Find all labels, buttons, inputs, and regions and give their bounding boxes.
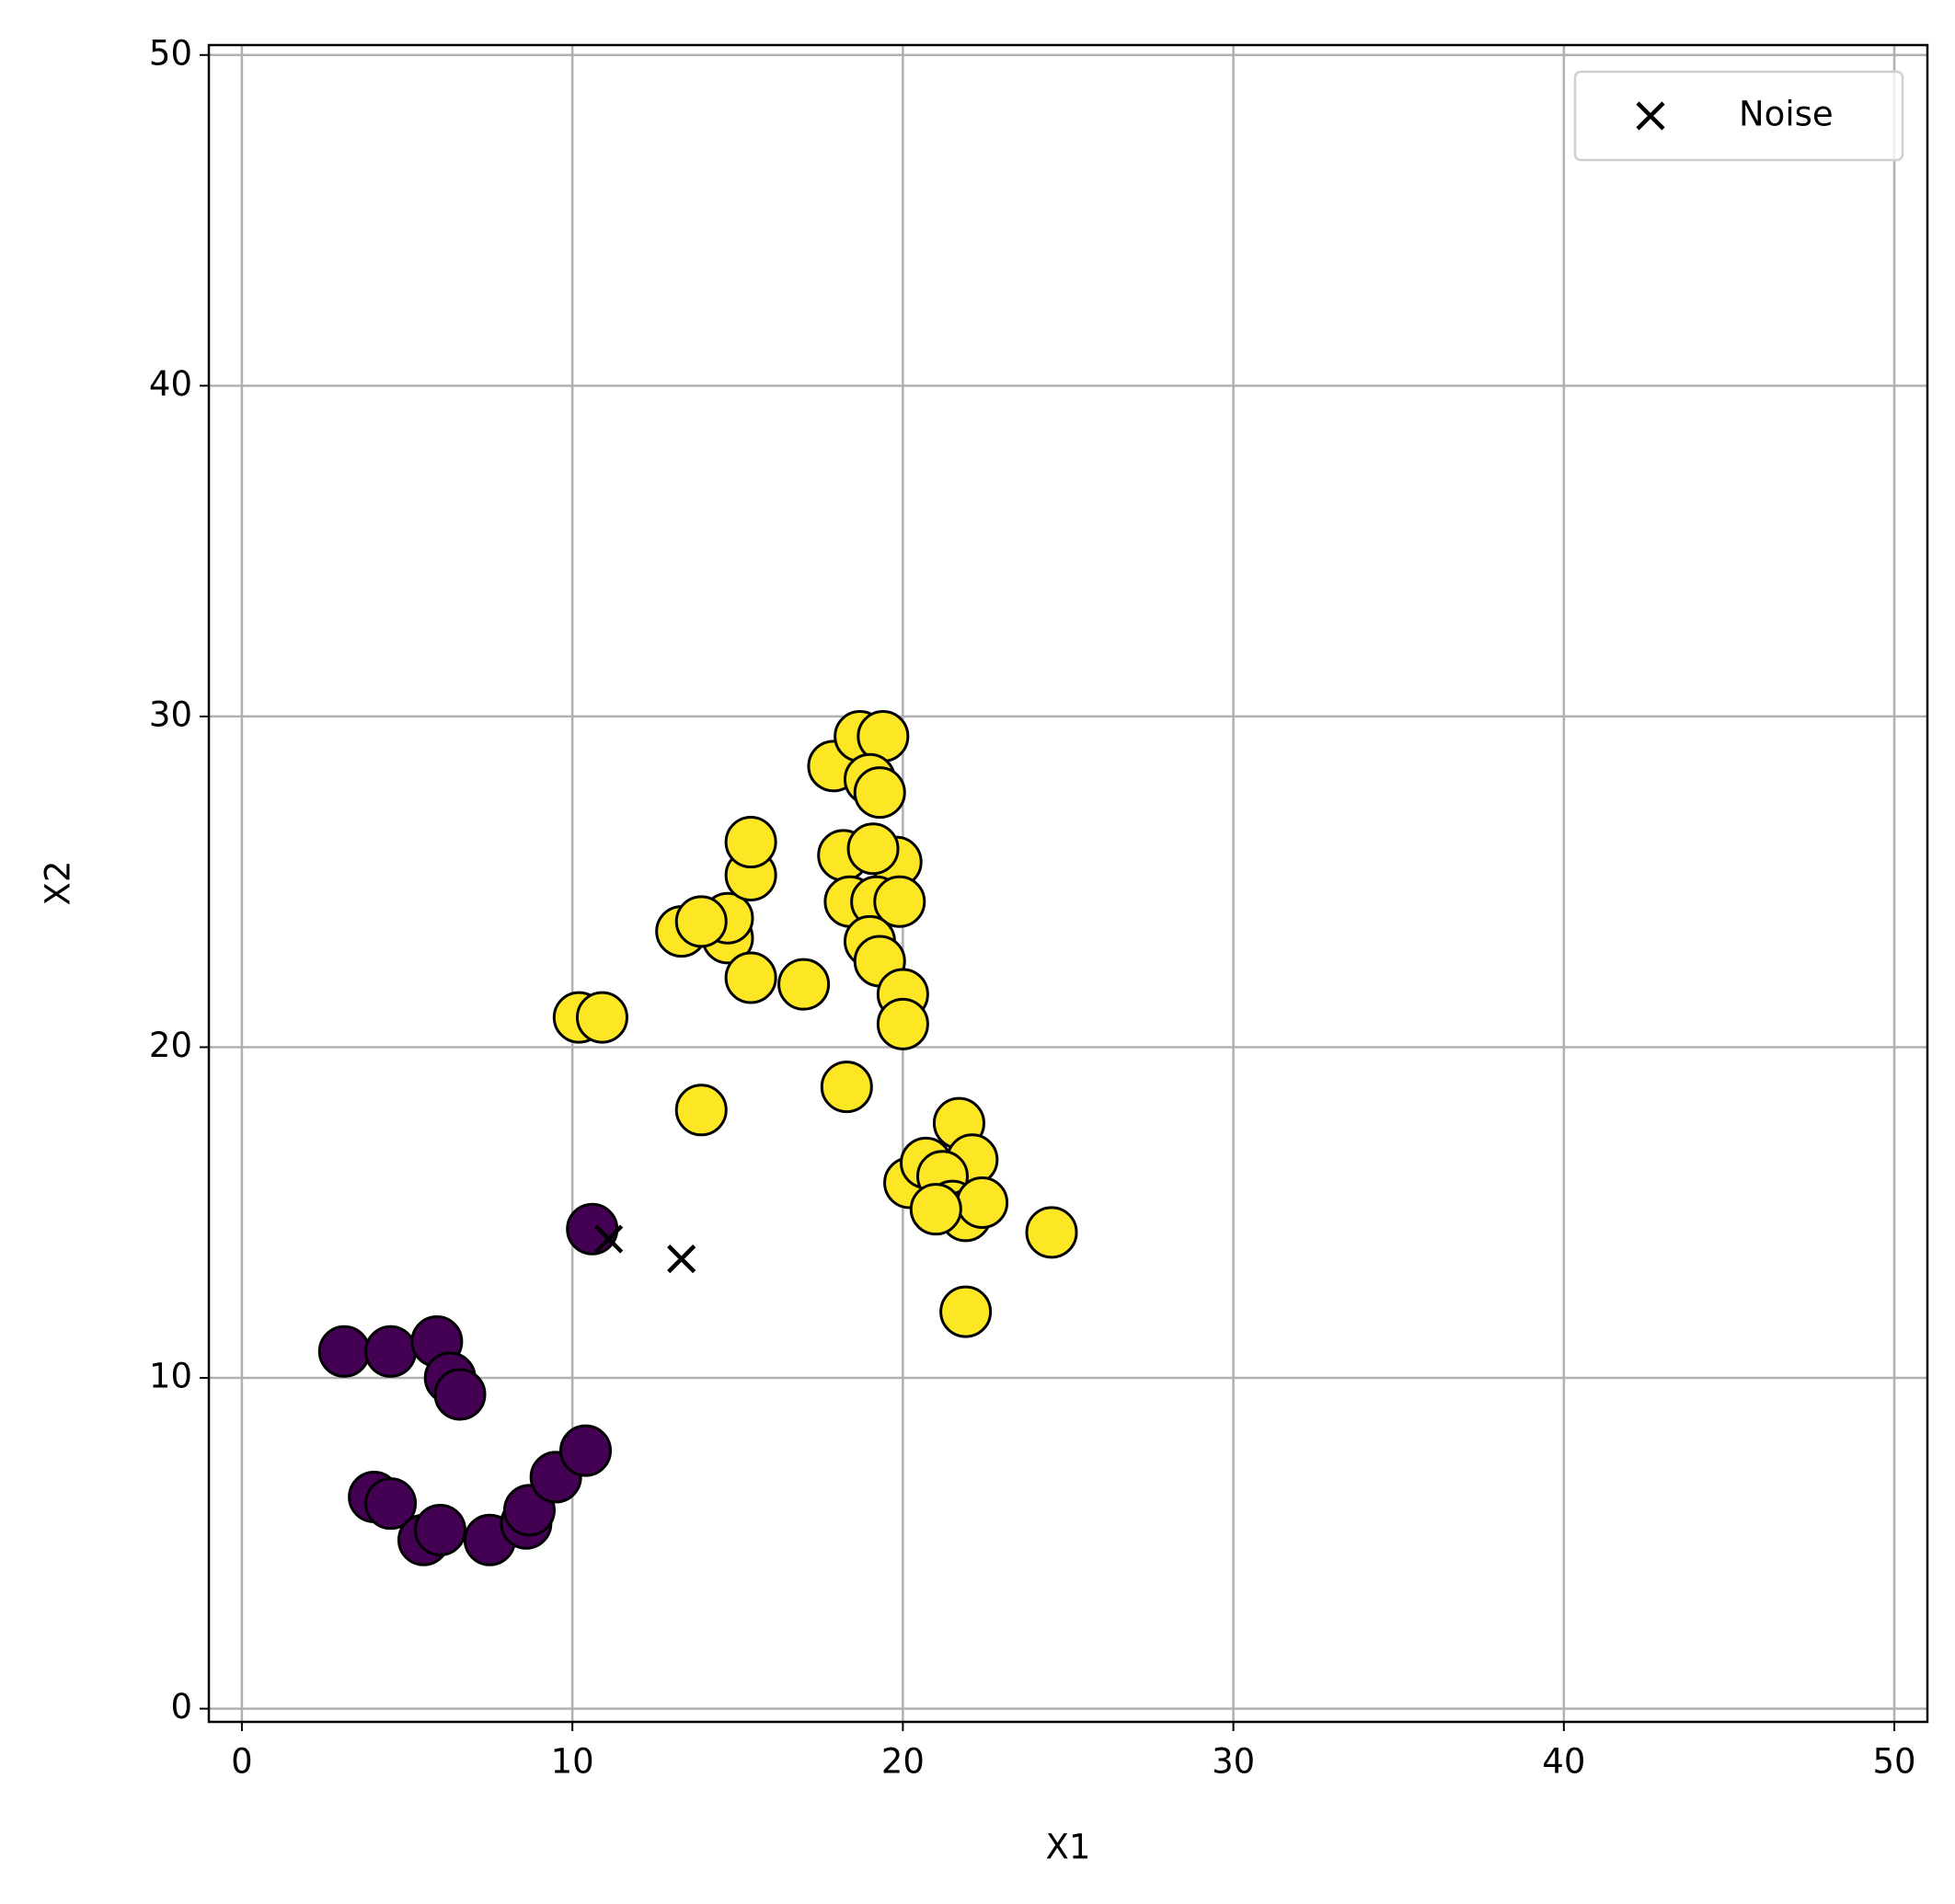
marker	[909, 1183, 962, 1236]
marker	[364, 1325, 418, 1378]
marker	[873, 875, 926, 928]
marker	[724, 816, 777, 869]
marker	[317, 1325, 371, 1378]
marker	[956, 1176, 1009, 1229]
marker	[1636, 101, 1665, 131]
marker	[364, 1477, 418, 1531]
marker	[876, 997, 929, 1050]
x-tick-label: 40	[1542, 1742, 1585, 1782]
marker-stroke	[667, 1244, 696, 1274]
x-tick-label: 30	[1212, 1742, 1255, 1782]
y-tick-label: 20	[149, 1026, 192, 1065]
marker	[820, 1061, 873, 1114]
x-tick-label: 20	[881, 1742, 925, 1782]
marker	[1025, 1206, 1078, 1259]
x-tick-label: 10	[551, 1742, 594, 1782]
y-tick-label: 10	[149, 1357, 192, 1396]
y-tick-label: 50	[149, 33, 192, 73]
legend-box	[1573, 70, 1904, 162]
x-axis-label: X1	[1046, 1828, 1091, 1867]
marker	[413, 1503, 466, 1556]
legend-label: Noise	[1739, 95, 1834, 134]
x-tick-label: 0	[231, 1742, 253, 1782]
marker	[846, 822, 900, 876]
y-tick-label: 40	[149, 364, 192, 404]
marker	[667, 1244, 696, 1274]
marker-stroke	[594, 1224, 624, 1254]
marker	[566, 1202, 619, 1256]
marker	[853, 766, 906, 820]
marker-stroke	[1636, 101, 1665, 131]
plot-frame	[207, 43, 1929, 1724]
marker	[559, 1424, 613, 1477]
marker	[777, 958, 831, 1011]
marker	[594, 1224, 624, 1254]
marker	[724, 951, 777, 1004]
y-axis-label: X2	[39, 861, 78, 906]
x-tick-label: 50	[1873, 1742, 1916, 1782]
y-tick-label: 30	[149, 694, 192, 734]
marker	[674, 895, 728, 948]
marker	[433, 1368, 487, 1421]
marker	[674, 1084, 728, 1137]
marker	[939, 1285, 993, 1338]
y-tick-label: 0	[170, 1687, 192, 1726]
marker	[575, 991, 628, 1044]
